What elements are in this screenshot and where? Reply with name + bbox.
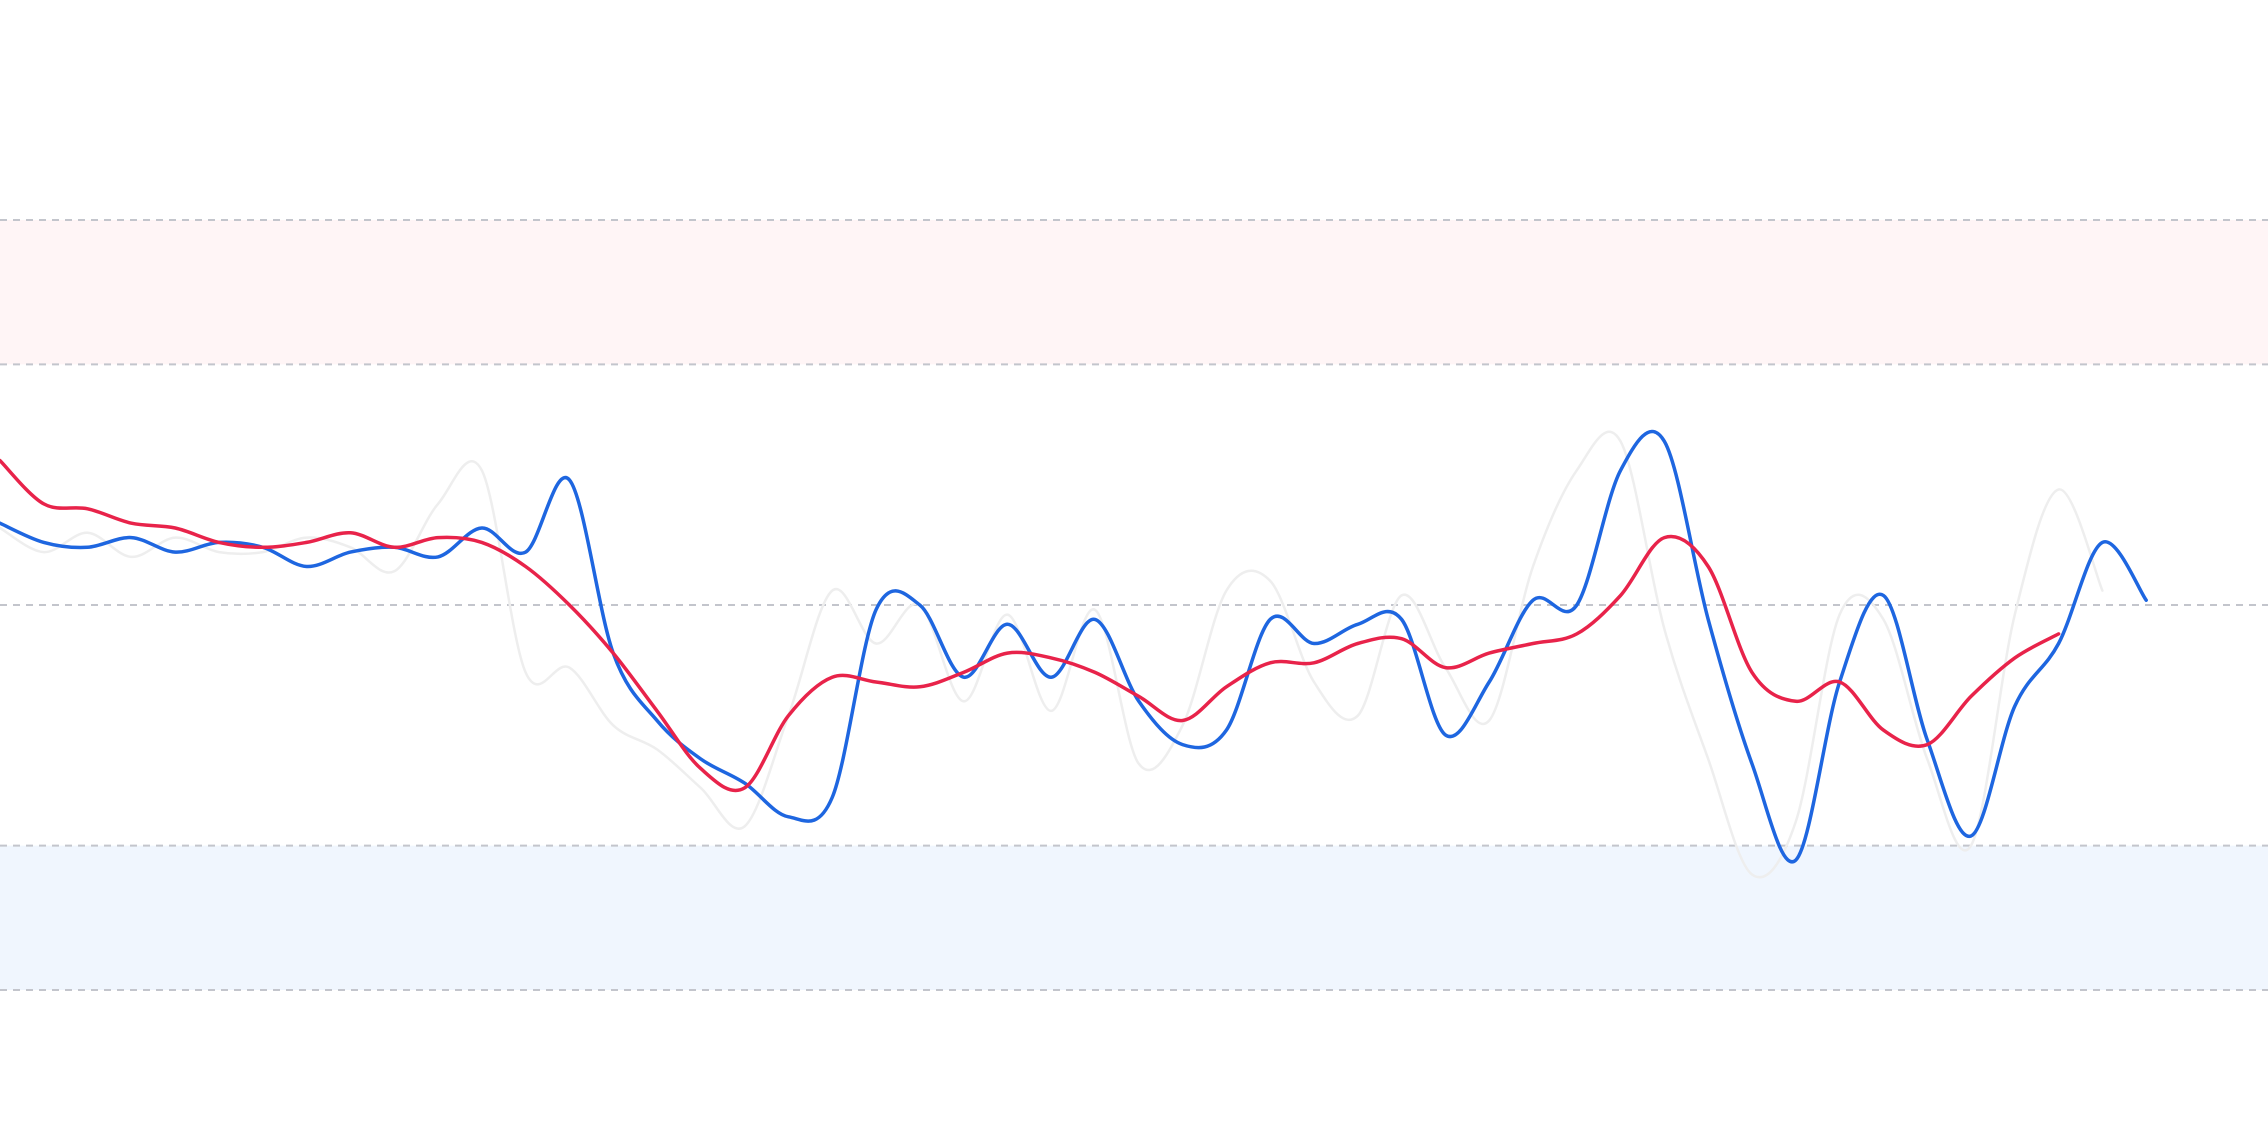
series-lines — [0, 429, 2148, 879]
overbought-oversold-bands — [0, 220, 2268, 990]
series-raw-line — [0, 430, 2104, 879]
series-fast-line — [0, 429, 2148, 864]
series-slow-line — [0, 458, 2061, 793]
oversold-band — [0, 845, 2268, 990]
overbought-band — [0, 220, 2268, 365]
